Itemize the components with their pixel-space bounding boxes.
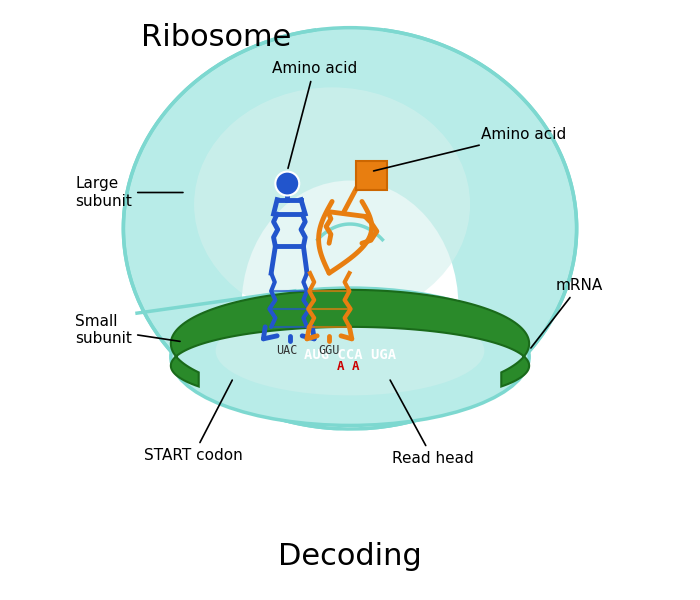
Text: Amino acid: Amino acid: [374, 127, 566, 171]
Text: Decoding: Decoding: [278, 542, 422, 571]
Text: Large
subunit: Large subunit: [76, 176, 183, 209]
Ellipse shape: [123, 28, 577, 429]
Text: A A: A A: [337, 361, 360, 373]
Ellipse shape: [171, 288, 529, 425]
Ellipse shape: [216, 306, 484, 395]
Circle shape: [275, 172, 299, 196]
Text: Small
subunit: Small subunit: [76, 314, 180, 346]
Text: mRNA: mRNA: [531, 278, 603, 348]
Ellipse shape: [241, 181, 458, 431]
Text: Read head: Read head: [390, 380, 474, 466]
Text: AUG CCA UGA: AUG CCA UGA: [304, 348, 396, 362]
Text: Amino acid: Amino acid: [272, 61, 357, 169]
Text: Ribosome: Ribosome: [141, 23, 291, 52]
Text: UAC: UAC: [276, 344, 298, 356]
Polygon shape: [171, 290, 529, 386]
Text: GGU: GGU: [318, 344, 340, 356]
FancyBboxPatch shape: [356, 161, 387, 190]
Text: START codon: START codon: [144, 380, 243, 463]
Ellipse shape: [194, 88, 470, 322]
